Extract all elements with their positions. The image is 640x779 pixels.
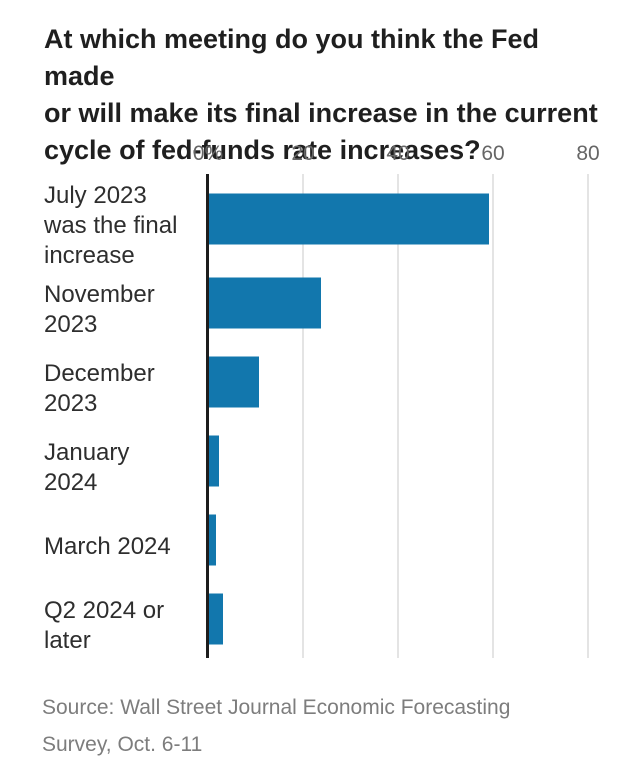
category-label-line: Q2 2024 or (44, 596, 165, 624)
x-tick-label: 60 (481, 142, 505, 165)
bar (209, 514, 217, 566)
category-label-line: January (44, 438, 130, 466)
category-label-line: later (44, 626, 91, 654)
title-line: cycle of fed-funds rate increases? (44, 135, 481, 165)
bar-row: July 2023 was the final increase (0, 174, 640, 269)
x-tick-label: 40 (386, 142, 410, 165)
x-tick-label: 0% (192, 142, 224, 165)
source-note: Source: Wall Street Journal Economic For… (42, 689, 602, 763)
bar (209, 435, 219, 487)
title-line: or will make its final increase in the c… (44, 98, 598, 128)
chart-title: At which meeting do you think the Fed ma… (44, 21, 604, 169)
bar-row: Q2 2024 or later (0, 579, 640, 658)
bar-row: November 2023 (0, 264, 640, 343)
bar-rows: July 2023 was the final increase November 20… (0, 174, 640, 658)
title-line: At which meeting do you think the Fed ma… (44, 24, 540, 91)
category-label: December 2023 (44, 359, 206, 419)
category-label: Q2 2024 or later (44, 596, 206, 656)
category-label: January 2024 (44, 438, 206, 498)
source-line: Survey, Oct. 6-11 (42, 733, 203, 756)
category-label: November 2023 (44, 280, 206, 340)
category-label-line: December (44, 360, 155, 388)
bar-row: January 2024 (0, 422, 640, 501)
bar (209, 277, 321, 329)
gridline (587, 174, 589, 658)
x-axis: 0% 20 40 60 80 (0, 142, 640, 172)
category-label-line: July 2023 (44, 182, 147, 209)
bar-row: March 2024 (0, 500, 640, 579)
x-tick-label: 80 (576, 142, 600, 165)
source-line: Source: Wall Street Journal Economic For… (42, 696, 511, 719)
category-label: March 2024 (44, 532, 206, 562)
zero-axis-line (206, 174, 209, 658)
category-label: July 2023 was the final increase (44, 181, 206, 271)
bar (209, 356, 259, 408)
bar (209, 593, 224, 645)
bar-row: December 2023 (0, 343, 640, 422)
x-tick-label: 20 (291, 142, 315, 165)
category-label-line: November (44, 281, 155, 309)
category-label-line: 2023 (44, 390, 98, 418)
category-label-line: 2023 (44, 311, 98, 339)
category-label-line: increase (44, 242, 135, 269)
plot-area: July 2023 was the final increase November 20… (0, 174, 640, 658)
gridline (302, 174, 304, 658)
category-label-line: 2024 (44, 468, 98, 496)
gridline (492, 174, 494, 658)
category-label-line: March 2024 (44, 532, 171, 560)
category-label-line: was the final (44, 212, 178, 239)
gridline (397, 174, 399, 658)
bar (209, 193, 490, 245)
